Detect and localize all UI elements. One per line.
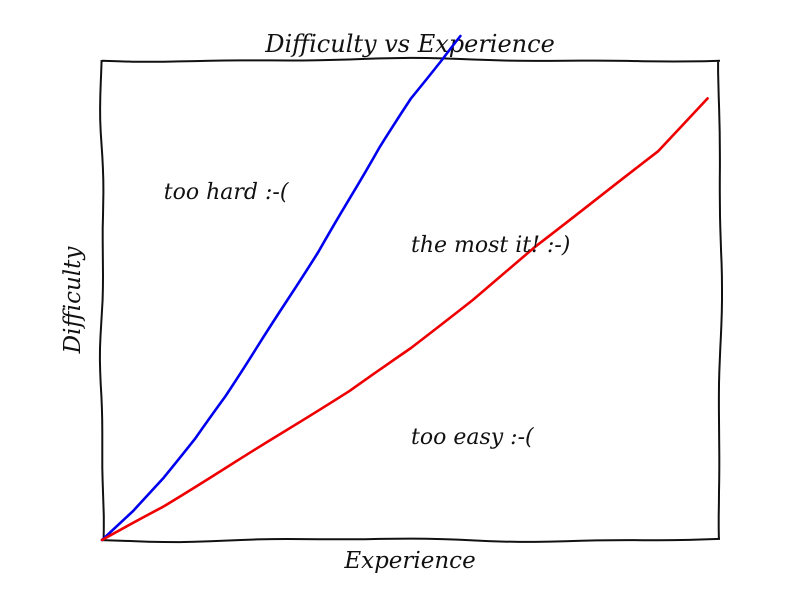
plot-frame bbox=[98, 56, 723, 544]
series-layer bbox=[100, 34, 709, 542]
y-axis-label: Difficulty bbox=[60, 246, 86, 355]
chart-title: Difficulty vs Experience bbox=[264, 30, 555, 58]
annotation-layer: too hard :-( the most it! :-) too easy :-( bbox=[164, 180, 571, 450]
series-line-2 bbox=[100, 97, 709, 542]
series-line-1 bbox=[100, 34, 462, 542]
x-axis-label: Experience bbox=[343, 548, 475, 574]
annotation-2: the most it! :-) bbox=[411, 233, 570, 258]
annotation-1: too hard :-( bbox=[164, 180, 289, 205]
annotation-3: too easy :-( bbox=[411, 425, 534, 450]
